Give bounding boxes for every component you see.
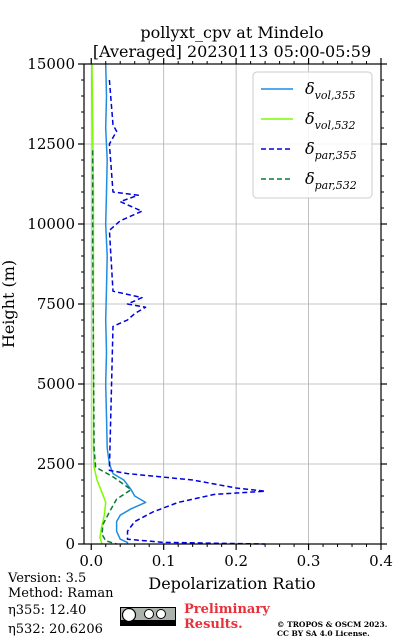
y-tick-label: 5000 — [37, 375, 75, 393]
chart-title-line2: [Averaged] 20230113 05:00-05:59 — [93, 42, 371, 61]
x-tick-label: 0.2 — [224, 552, 248, 570]
y-tick-label: 12500 — [27, 135, 75, 153]
legend-box — [252, 71, 373, 199]
copyright-line1: © TROPOS & OSCM 2023. — [277, 620, 388, 629]
series-line-1 — [104, 63, 147, 544]
method-text: Method: Raman — [8, 586, 114, 601]
series-line-3 — [108, 79, 266, 545]
legend-label-1: δvol,355 — [305, 79, 356, 102]
legend-label-4: δpar,532 — [305, 169, 357, 192]
y-tick-label: 7500 — [37, 295, 75, 313]
cc-by-sa-logo — [120, 607, 176, 626]
copyright-notice: © TROPOS & OSCM 2023. CC BY SA 4.0 Licen… — [277, 620, 387, 638]
y-tick-label: 2500 — [37, 455, 75, 473]
x-tick-label: 0.4 — [369, 552, 393, 570]
preliminary-line2: Results. — [184, 617, 243, 632]
y-tick-label: 15000 — [27, 55, 75, 73]
preliminary-notice: Preliminary Results. — [184, 602, 270, 632]
legend-label-2: δvol,532 — [305, 109, 356, 132]
x-axis-ticks: 0.0 0.1 0.2 0.3 0.4 — [79, 58, 393, 570]
copyright-line2: CC BY SA 4.0 License. — [277, 629, 370, 638]
eta355-text: η355: 12.40 — [8, 603, 87, 618]
x-tick-label: 0.0 — [79, 552, 103, 570]
chart-title-line1: pollyxt_cpv at Mindelo — [140, 23, 323, 42]
x-tick-label: 0.3 — [297, 552, 321, 570]
legend-label-3: δpar,355 — [305, 139, 357, 162]
series-line-2 — [91, 63, 107, 545]
y-axis-ticks: 0 2500 5000 7500 10000 12500 15000 — [27, 55, 387, 553]
legend: δvol,355 δvol,532 δpar,355 δpar,532 — [252, 71, 373, 199]
eta532-text: η532: 20.6206 — [8, 622, 103, 637]
y-axis-label: Height (m) — [0, 260, 18, 348]
version-text: Version: 3.5 — [8, 571, 87, 586]
y-tick-label: 10000 — [27, 215, 75, 233]
series-group — [91, 63, 266, 545]
preliminary-line1: Preliminary — [184, 602, 270, 617]
x-axis-label: Depolarization Ratio — [148, 574, 315, 593]
depolarization-chart: pollyxt_cpv at Mindelo [Averaged] 202301… — [0, 23, 393, 593]
series-line-4 — [91, 150, 132, 545]
y-tick-label: 0 — [65, 535, 75, 553]
x-tick-label: 0.1 — [152, 552, 176, 570]
